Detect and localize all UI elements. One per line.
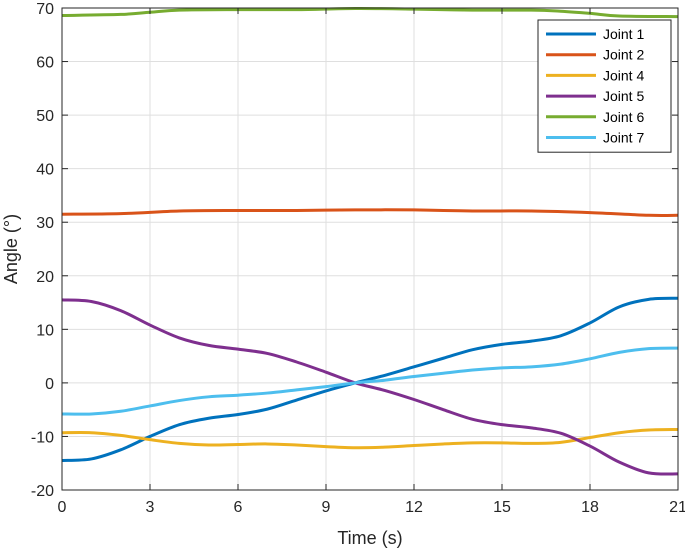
y-tick-label: -20 bbox=[31, 483, 54, 500]
series-line-joint-7 bbox=[61, 346, 679, 416]
legend-label-joint-6: Joint 6 bbox=[603, 109, 644, 125]
y-tick-label: 10 bbox=[36, 322, 54, 339]
plot-frame bbox=[61, 7, 679, 491]
y-tick-label: 50 bbox=[36, 108, 54, 125]
legend: Joint 1 Joint 2 Joint 4 Joint 5 Joint 6 Joint… bbox=[537, 19, 672, 153]
x-tick-label: 15 bbox=[493, 499, 511, 516]
x-tick-label: 21 bbox=[669, 499, 685, 516]
x-axis-label: Time (s) bbox=[337, 528, 402, 548]
axis-ticks: 0 3 6 9 12 15 18 21 -20 -10 0 10 20 30 40 50 60 70 bbox=[31, 1, 685, 516]
y-tick-label: 60 bbox=[36, 55, 54, 72]
x-tick-label: 3 bbox=[146, 499, 155, 516]
y-tick-label: 20 bbox=[36, 269, 54, 286]
y-tick-label: 0 bbox=[45, 376, 54, 393]
legend-label-joint-5: Joint 5 bbox=[603, 88, 644, 104]
series-line-joint-2 bbox=[61, 208, 679, 217]
legend-label-joint-7: Joint 7 bbox=[603, 130, 644, 146]
series-line-joint-6 bbox=[61, 7, 679, 19]
legend-label-joint-1: Joint 1 bbox=[603, 26, 644, 42]
y-tick-label: 30 bbox=[36, 215, 54, 232]
y-axis-label: Angle (°) bbox=[1, 214, 21, 284]
y-tick-label: -10 bbox=[31, 429, 54, 446]
legend-box bbox=[537, 19, 672, 153]
series-line-joint-1 bbox=[61, 296, 679, 463]
series-line-joint-5 bbox=[61, 298, 679, 476]
legend-label-joint-2: Joint 2 bbox=[603, 47, 644, 63]
y-tick-label: 70 bbox=[36, 1, 54, 18]
x-tick-label: 12 bbox=[405, 499, 423, 516]
series-lines bbox=[61, 7, 679, 476]
x-tick-label: 0 bbox=[58, 499, 67, 516]
x-tick-label: 18 bbox=[581, 499, 599, 516]
x-tick-label: 6 bbox=[234, 499, 243, 516]
legend-label-joint-4: Joint 4 bbox=[603, 67, 644, 83]
x-tick-label: 9 bbox=[322, 499, 331, 516]
y-tick-label: 40 bbox=[36, 162, 54, 179]
